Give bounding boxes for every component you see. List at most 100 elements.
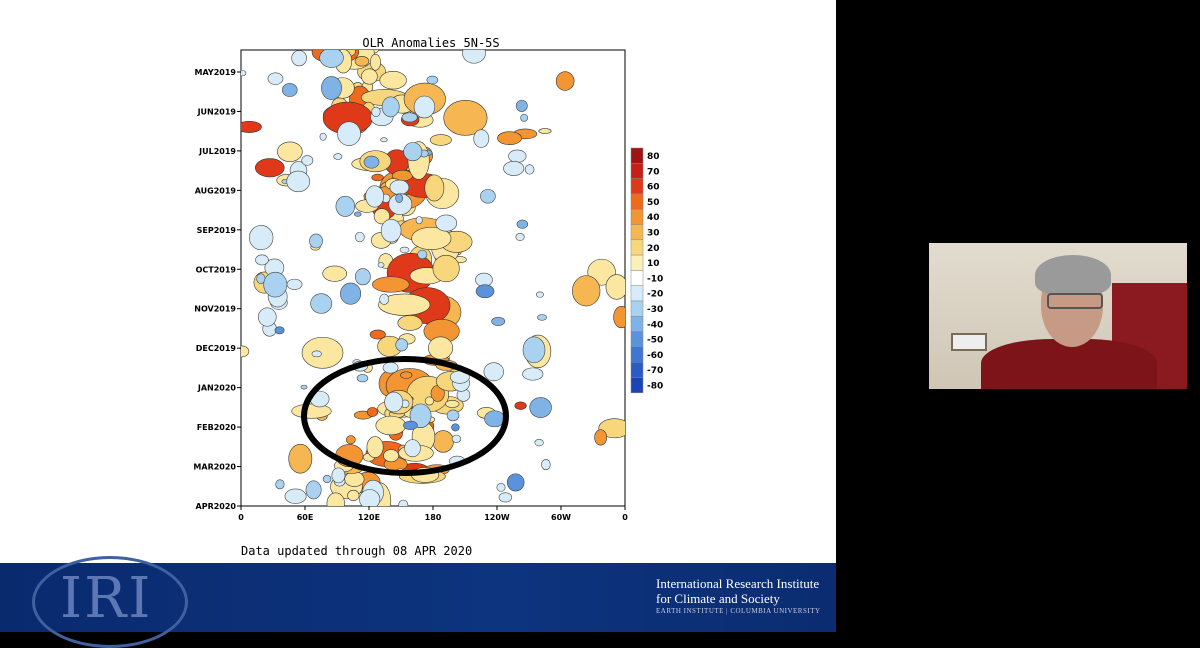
colorbar-swatch: [630, 285, 644, 302]
warm-anomaly: [397, 315, 423, 331]
warm-anomaly: [428, 336, 454, 360]
warm-anomaly: [370, 53, 381, 71]
cool-anomaly: [529, 397, 552, 418]
colorbar-swatch: [630, 178, 644, 195]
presenter-hair: [1035, 255, 1111, 295]
warm-anomaly: [369, 329, 386, 340]
webcam-video: [929, 243, 1187, 389]
cool-anomaly: [255, 254, 269, 266]
cool-anomaly: [399, 246, 410, 254]
cool-anomaly: [380, 218, 402, 243]
warm-anomaly: [322, 265, 348, 282]
colorbar-label: -60: [647, 351, 663, 361]
x-tick-label: 60E: [297, 513, 314, 522]
cool-anomaly: [309, 233, 323, 249]
cool-anomaly: [284, 488, 307, 504]
warm-anomaly: [344, 471, 365, 487]
warm-anomaly: [347, 489, 360, 502]
cool-anomaly: [275, 479, 285, 490]
cool-anomaly: [384, 391, 404, 413]
org-name-line2: for Climate and Society: [656, 591, 780, 606]
colorbar-swatch: [630, 331, 644, 348]
presentation-slide: OLR Anomalies 5N-5S MAY2019 JUN2019 JUL201…: [0, 0, 836, 632]
cool-anomaly: [417, 249, 428, 260]
cool-anomaly: [311, 350, 322, 358]
colorbar-label: 70: [647, 167, 660, 177]
cool-anomaly: [305, 480, 322, 500]
cool-anomaly: [395, 193, 404, 203]
cool-anomaly: [426, 75, 439, 85]
colorbar-swatch: [630, 346, 644, 363]
cool-anomaly: [536, 291, 544, 298]
cool-anomaly: [475, 284, 495, 299]
cool-anomaly: [496, 483, 506, 492]
cool-anomaly: [403, 142, 423, 162]
cool-anomaly: [462, 50, 486, 64]
cool-anomaly: [473, 129, 490, 148]
cool-anomaly: [301, 155, 314, 166]
cool-anomaly: [356, 374, 369, 383]
colorbar-swatch: [630, 163, 644, 179]
presenter-body: [981, 339, 1157, 389]
x-tick-label: 0: [622, 513, 628, 522]
cool-anomaly: [333, 153, 343, 160]
cool-anomaly: [522, 367, 544, 381]
cool-anomaly: [355, 268, 371, 286]
cool-anomaly: [516, 219, 529, 229]
cool-anomaly: [340, 282, 362, 305]
x-tick-label: 60W: [551, 513, 571, 522]
colorbar-swatch: [630, 239, 644, 256]
cool-anomaly: [381, 96, 400, 118]
warm-anomaly: [301, 336, 344, 369]
warm-anomaly: [373, 208, 390, 225]
y-tick-label: SEP2019: [197, 226, 237, 235]
y-tick-label: OCT2019: [196, 265, 237, 274]
iri-logo: IRI: [20, 556, 188, 648]
warm-anomaly: [383, 449, 400, 463]
y-tick-label: AUG2019: [195, 186, 237, 195]
presenter-glasses: [1047, 293, 1103, 309]
cool-anomaly: [415, 216, 423, 225]
warm-anomaly: [605, 274, 625, 300]
y-tick-label: MAR2020: [193, 463, 236, 472]
cool-anomaly: [491, 316, 506, 326]
colorbar-swatch: [630, 316, 644, 332]
org-name-line1: International Research Institute: [656, 576, 820, 591]
colorbar-swatch: [630, 270, 644, 286]
data-updated-note: Data updated through 08 APR 2020: [241, 544, 473, 558]
cool-anomaly: [524, 164, 535, 175]
cool-anomaly: [359, 489, 381, 506]
cool-anomaly: [319, 50, 344, 68]
warm-anomaly: [354, 56, 370, 67]
colorbar-label: 30: [647, 229, 660, 239]
cool-anomaly: [451, 434, 462, 443]
olr-anomalies-chart: OLR Anomalies 5N-5S MAY2019 JUN2019 JUL201…: [193, 36, 663, 522]
colorbar-swatch: [630, 193, 644, 210]
warm-anomaly: [429, 134, 452, 146]
x-tick-label: 180: [425, 513, 442, 522]
cool-anomaly: [522, 336, 546, 364]
warm-anomaly: [445, 400, 460, 408]
cool-anomaly: [241, 69, 247, 77]
wall-picture: [951, 333, 987, 351]
cool-anomaly: [257, 307, 277, 327]
colorbar: 80 70 60 50 40 30 20 10 -10 -20 -30 -40 -50 -60 -70 -80: [630, 147, 663, 394]
cool-anomaly: [413, 95, 436, 119]
colorbar-label: 50: [647, 198, 660, 208]
warm-anomaly: [594, 429, 608, 446]
colorbar-label: 10: [647, 259, 660, 269]
cool-anomaly: [310, 293, 333, 314]
y-tick-label: NOV2019: [194, 305, 236, 314]
y-tick-label: MAY2019: [195, 68, 237, 77]
cool-anomaly: [389, 179, 410, 195]
warm-anomaly: [538, 128, 552, 134]
cool-anomaly: [380, 137, 388, 143]
cool-anomaly: [322, 474, 332, 483]
warm-anomaly: [346, 435, 356, 445]
warm-anomaly: [424, 174, 445, 202]
warm-anomaly: [361, 68, 378, 85]
chart-title: OLR Anomalies 5N-5S: [362, 36, 499, 50]
cool-anomaly: [483, 362, 504, 382]
colorbar-label: -80: [647, 382, 663, 392]
cool-anomaly: [446, 409, 460, 422]
